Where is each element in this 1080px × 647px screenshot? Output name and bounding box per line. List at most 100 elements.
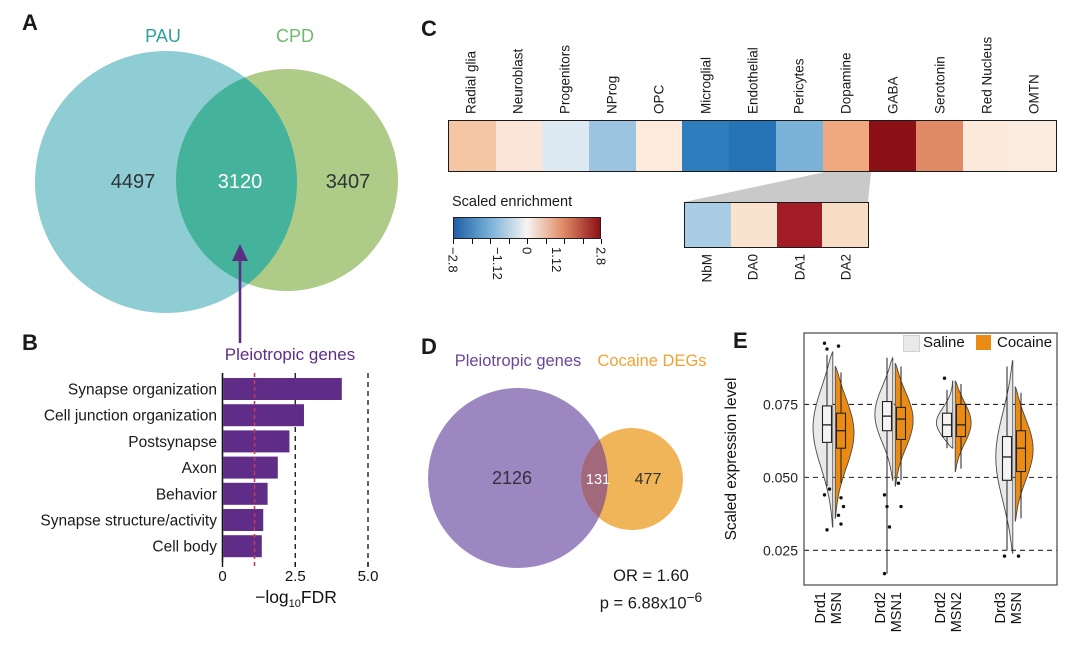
pleiotropic-genes-title: Pleiotropic genes bbox=[224, 345, 356, 364]
saline-outlier-point bbox=[822, 341, 827, 345]
cocaine-box bbox=[1015, 430, 1027, 473]
cocaine-outlier-point bbox=[836, 513, 841, 517]
venn-d-stats: OR = 1.60 p = 6.88x10−6 bbox=[556, 566, 746, 615]
subheatmap-column-label-wrap: DA2 bbox=[838, 254, 853, 280]
panel-e-label: E bbox=[733, 328, 748, 353]
colorbar-tick-label-wrap: 0 bbox=[520, 247, 535, 254]
heatmap-cell-progenitors bbox=[542, 121, 590, 171]
x-tick-label: 2.5 bbox=[285, 568, 306, 585]
bar-category-label: Cell junction organization bbox=[44, 408, 217, 425]
colorbar-tick-label: −2.8 bbox=[445, 247, 461, 273]
heatmap-column-label-wrap: Serotonin bbox=[932, 56, 947, 114]
saline-outlier-point bbox=[825, 528, 829, 532]
heatmap-column-label-wrap: OPC bbox=[651, 85, 666, 114]
bar-cell-body bbox=[223, 535, 262, 558]
cocaine-box bbox=[955, 403, 967, 438]
arrow-head-icon bbox=[232, 244, 248, 261]
bar-synapse-structure-activity bbox=[223, 509, 264, 531]
bar-synapse-organization bbox=[223, 378, 342, 400]
x-group-label: Drd2 bbox=[933, 592, 949, 623]
heatmap-column-label: Red Nucleus bbox=[979, 36, 995, 114]
panel-b-label: B bbox=[22, 330, 38, 355]
heatmap-cell-nprog bbox=[589, 121, 636, 171]
saline-box bbox=[821, 405, 833, 443]
heatmap-column-label: Serotonin bbox=[932, 56, 948, 114]
venn-a-set2-title: CPD bbox=[276, 26, 314, 46]
plot-border bbox=[803, 332, 1058, 586]
heatmap-cell-radial-glia bbox=[449, 121, 496, 171]
cocaine-outlier-point bbox=[836, 344, 841, 348]
colorbar-tick bbox=[490, 239, 492, 244]
colorbar-title: Scaled enrichment bbox=[452, 194, 573, 210]
legend-swatch-saline bbox=[903, 335, 920, 352]
colorbar-tick bbox=[508, 239, 510, 244]
saline-outlier-point bbox=[822, 493, 827, 497]
venn-a-count-right: 3407 bbox=[326, 171, 371, 193]
enrichment-bar-chart: Synapse organization Cell junction organi… bbox=[40, 373, 378, 610]
venn-d-count-overlap: 131 bbox=[586, 472, 610, 488]
subheatmap-cell-da2 bbox=[822, 203, 868, 247]
panel-a-label: A bbox=[22, 10, 38, 35]
x-group-label: Drd3 bbox=[993, 592, 1009, 623]
colorbar-tick bbox=[564, 239, 566, 244]
cocaine-outlier-point bbox=[899, 504, 903, 509]
legend-label-saline: Saline bbox=[923, 334, 965, 351]
pleiotropic-arrow bbox=[232, 244, 248, 343]
heatmap-main bbox=[448, 120, 1057, 172]
bar-category-label: Synapse organization bbox=[68, 382, 217, 399]
x-group-label: MSN1 bbox=[889, 592, 905, 632]
expression-violin-plot: 0.075 0.050 0.025 Scaled expression level Dr… bbox=[723, 332, 1058, 632]
colorbar bbox=[453, 217, 601, 239]
x-group-label: MSN bbox=[829, 592, 845, 624]
heatmap-column-label-wrap: OMTN bbox=[1026, 74, 1041, 114]
bar-cell-junction-organization bbox=[223, 404, 304, 427]
heatmap-column-label: Microglial bbox=[698, 56, 714, 114]
y-tick-label: 0.025 bbox=[763, 542, 798, 558]
heatmap-column-label-wrap: Dopamine bbox=[839, 52, 854, 114]
legend-label-cocaine: Cocaine bbox=[997, 334, 1053, 351]
saline-outlier-point bbox=[827, 487, 832, 491]
colorbar-tick-label-wrap: 2.8 bbox=[594, 247, 609, 265]
venn-d-set2-title: Cocaine DEGs bbox=[597, 352, 707, 370]
heatmap-cell-microglial bbox=[682, 121, 730, 171]
venn-a-count-overlap: 3120 bbox=[218, 171, 263, 193]
heatmap-column-label-wrap: Red Nucleus bbox=[979, 37, 994, 114]
saline-outlier-point bbox=[882, 493, 887, 497]
cocaine-outlier-point bbox=[896, 481, 901, 485]
venn-a-count-left: 4497 bbox=[111, 171, 156, 193]
x-group-label: Drd1 bbox=[813, 592, 829, 623]
cocaine-outlier-point bbox=[841, 504, 846, 509]
subheatmap-cell-da0 bbox=[730, 203, 777, 247]
panel-c-label: C bbox=[421, 16, 437, 41]
heatmap-cell-neuroblast bbox=[495, 121, 543, 171]
heatmap-column-label: GABA bbox=[885, 76, 901, 114]
heatmap-column-label: Endothelial bbox=[745, 47, 760, 114]
colorbar-tick-label: 2.8 bbox=[593, 247, 609, 266]
heatmap-column-label-wrap: NProg bbox=[604, 76, 619, 114]
panel-d-label: D bbox=[421, 334, 437, 359]
heatmap-column-label: Progenitors bbox=[557, 44, 573, 114]
x-group-label: MSN bbox=[1009, 592, 1025, 624]
saline-outlier-point bbox=[1002, 554, 1007, 558]
subheatmap-cell-nbm bbox=[685, 203, 731, 247]
x-group-label: Drd2 bbox=[873, 592, 889, 623]
cocaine-outlier-point bbox=[839, 522, 843, 526]
heatmap-column-label: Dopamine bbox=[838, 52, 854, 114]
venn-a-overlap bbox=[176, 69, 297, 291]
heatmap-cell-opc bbox=[635, 121, 683, 171]
bar-axon bbox=[223, 456, 278, 479]
saline-outlier-point bbox=[885, 504, 889, 509]
subheatmap-column-label: DA2 bbox=[838, 254, 854, 281]
colorbar-tick bbox=[582, 239, 584, 244]
venn-a-set1-title: PAU bbox=[145, 26, 181, 46]
cocaine-outlier-point bbox=[1016, 554, 1021, 558]
bar-category-label: Cell body bbox=[152, 539, 217, 556]
heatmap-cell-serotonin bbox=[915, 121, 963, 171]
venn-d-circle-pleiotropic bbox=[428, 388, 608, 568]
y-axis-title: Scaled expression level bbox=[723, 378, 740, 541]
y-tick-label: 0.050 bbox=[763, 469, 798, 485]
colorbar-tick bbox=[527, 239, 529, 244]
subheatmap-column-label: DA0 bbox=[745, 254, 761, 281]
heatmap-sub bbox=[684, 202, 869, 248]
colorbar-tick-label-wrap: −2.8 bbox=[446, 247, 461, 273]
